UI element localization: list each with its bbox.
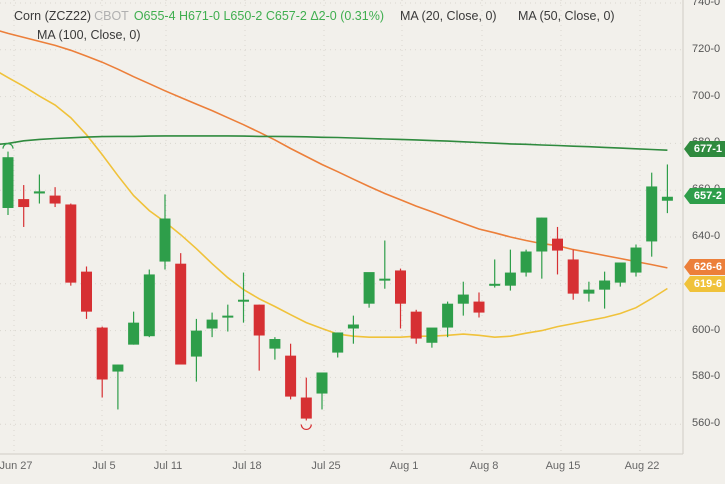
candle	[96, 326, 108, 398]
candle	[599, 271, 611, 309]
x-tick-label: Jul 5	[92, 460, 116, 472]
candle	[347, 315, 359, 344]
x-tick-label: Jun 27	[0, 460, 33, 472]
candle	[269, 337, 281, 360]
candle	[33, 174, 45, 204]
x-tick-label: Aug 15	[545, 460, 581, 472]
legend-ohlc: O655-4 H671-0 L650-2 C657-2 Δ2-0 (0.31%)	[133, 9, 384, 23]
candles	[2, 151, 673, 421]
price-tag: 619-6	[684, 276, 725, 292]
candle	[81, 266, 92, 319]
candle	[143, 269, 155, 338]
legend-symbol[interactable]: Corn (ZCZ22)	[14, 9, 92, 23]
candle	[583, 281, 595, 302]
candle	[410, 309, 422, 344]
candle	[363, 272, 375, 308]
candle	[567, 249, 579, 300]
candle	[395, 268, 406, 329]
ma-line-100	[0, 135, 668, 151]
candle	[175, 253, 187, 365]
chart-legend: Corn (ZCZ22) CBOT O655-4 H671-0 L650-2 C65…	[0, 0, 680, 48]
x-tick-label: Aug 1	[389, 460, 419, 472]
candle	[128, 311, 140, 345]
candle	[661, 164, 673, 214]
legend-row-main: Corn (ZCZ22) CBOT O655-4 H671-0 L650-2 C65…	[14, 9, 384, 23]
candle	[457, 281, 469, 316]
candle	[489, 259, 501, 288]
candle	[300, 377, 312, 421]
y-tick-label: 700-0	[692, 89, 721, 102]
candle	[190, 318, 202, 382]
ma-line-20	[0, 72, 668, 339]
high-low-markers	[2, 143, 312, 430]
legend-ma50[interactable]: MA (50, Close, 0)	[518, 9, 615, 23]
candle	[112, 364, 124, 410]
candle	[536, 217, 548, 279]
candle	[552, 226, 563, 275]
x-tick-label: Aug 8	[469, 460, 499, 472]
grid-lines	[0, 0, 683, 454]
candle	[630, 244, 642, 277]
candle	[504, 249, 516, 291]
x-tick-label: Jul 25	[311, 460, 341, 472]
moving-average-lines	[0, 30, 668, 339]
candle	[646, 172, 658, 257]
x-tick-label: Aug 22	[624, 460, 660, 472]
x-tick-label: Jul 18	[232, 460, 262, 472]
y-tick-label: 560-0	[692, 417, 721, 430]
candle	[285, 343, 297, 400]
candle	[18, 185, 30, 227]
legend-ma100[interactable]: MA (100, Close, 0)	[37, 28, 141, 42]
price-tag: 626-6	[684, 259, 725, 275]
candle	[65, 203, 77, 286]
candle	[238, 272, 249, 323]
legend-ma20[interactable]: MA (20, Close, 0)	[400, 9, 497, 23]
high-marker	[2, 143, 14, 149]
legend-exchange: CBOT	[94, 9, 129, 23]
candle	[222, 304, 234, 332]
candle	[2, 151, 14, 216]
y-tick-label: 740-0	[692, 0, 721, 8]
candle	[614, 262, 626, 287]
candle	[520, 249, 532, 277]
y-tick-label: 580-0	[692, 370, 721, 383]
candle	[253, 304, 265, 371]
y-tick-label: 600-0	[692, 323, 721, 336]
candle	[379, 240, 391, 289]
candle	[426, 327, 438, 348]
y-tick-label: 640-0	[692, 230, 721, 242]
candle	[159, 194, 171, 270]
price-tag: 677-1	[684, 141, 725, 157]
candle	[473, 292, 485, 318]
x-tick-label: Jul 11	[153, 460, 183, 472]
y-tick-label: 720-0	[692, 42, 721, 55]
candle	[316, 372, 328, 410]
candle	[332, 332, 344, 358]
candle	[206, 312, 218, 338]
candle	[49, 187, 61, 208]
ma-line-50	[0, 30, 668, 269]
candle	[442, 301, 454, 338]
price-tag: 657-2	[684, 188, 725, 204]
low-marker	[300, 424, 312, 430]
